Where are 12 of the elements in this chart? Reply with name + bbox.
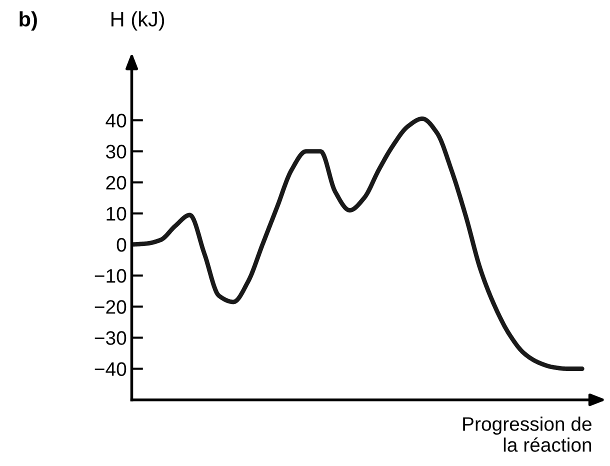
chart-title: b) (20, 11, 37, 31)
y-tick-label: 20 (106, 176, 126, 190)
y-tick-label: −40 (94, 362, 126, 376)
y-tick-label: 40 (106, 114, 126, 128)
y-axis-title: H (kJ) (112, 11, 164, 31)
y-tick-label: 0 (116, 238, 126, 252)
y-tick-label: −10 (94, 269, 126, 283)
y-tick-label: 30 (106, 144, 126, 159)
y-tick-label: 10 (106, 206, 126, 221)
y-tick-label: −30 (94, 331, 126, 345)
y-tick-label: −20 (94, 300, 126, 314)
x-axis-title: Progression de la réaction (463, 416, 592, 452)
